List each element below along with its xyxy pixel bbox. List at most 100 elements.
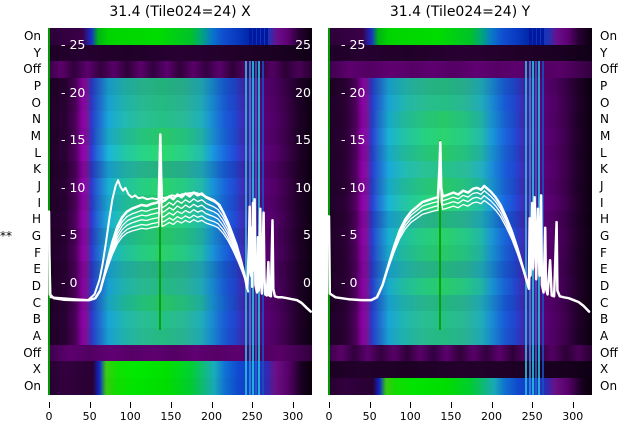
x-tick xyxy=(130,402,132,408)
row-label-on-21: On xyxy=(600,379,618,394)
beam-curves xyxy=(48,133,312,313)
row-label-o-4: O xyxy=(31,95,41,110)
vertical-stripe xyxy=(261,28,265,45)
x-tick xyxy=(532,402,534,408)
y-tick-label-left-10: - 10 xyxy=(341,179,366,195)
vertical-stripe xyxy=(249,28,253,45)
x-tick xyxy=(170,402,172,408)
row-label-k-8: K xyxy=(600,162,608,177)
row-label-on-21: On xyxy=(23,379,41,394)
x-tick-label-200: 200 xyxy=(481,410,503,423)
row-label-h-11: H xyxy=(600,212,610,227)
row-label-c-16: C xyxy=(600,295,609,310)
vertical-stripe xyxy=(541,61,544,395)
row-label-y-1: Y xyxy=(33,45,41,60)
y-tick-label-left-15: - 15 xyxy=(61,132,86,148)
x-axis-left-panel: 0 50 100 150 200 250 300 xyxy=(45,395,312,440)
heatmap-panel-x: - 25 25 - 20 20 - 15 15 - 10 10 - 5 5 - 0 0 xyxy=(48,28,312,395)
row-label-off-19: Off xyxy=(600,345,618,360)
y-tick-label-left-5: - 5 xyxy=(61,227,78,243)
x-tick-label-300: 300 xyxy=(562,410,584,423)
vertical-stripe xyxy=(257,28,261,45)
row-label-c-16: C xyxy=(32,295,41,310)
x-tick xyxy=(450,402,452,408)
row-label-n-5: N xyxy=(32,112,41,127)
row-label-j-9: J xyxy=(37,179,41,194)
beam-curve-main xyxy=(48,133,312,313)
row-label-off-19: Off xyxy=(23,345,41,360)
x-tick-label-0: 0 xyxy=(325,410,333,423)
row-label-a-18: A xyxy=(32,329,41,344)
row-label-d-15: D xyxy=(31,279,41,294)
vertical-stripe xyxy=(255,61,258,395)
vertical-stripe xyxy=(541,28,545,45)
vertical-stripe xyxy=(253,28,257,45)
row-label-l-7: L xyxy=(600,145,607,160)
x-tick-label-150: 150 xyxy=(160,410,182,423)
y-tick-label-left-10: - 10 xyxy=(61,179,86,195)
row-label-i-10: I xyxy=(37,195,41,210)
row-label-i-10: I xyxy=(600,195,604,210)
y-tick-label-right-15: 15 xyxy=(295,132,311,148)
row-label-on-0: On xyxy=(600,29,618,43)
vertical-stripe xyxy=(533,28,537,45)
y-tick-label-left-15: - 15 xyxy=(341,132,366,148)
row-label-off-2: Off xyxy=(600,62,618,77)
x-tick-label-0: 0 xyxy=(45,410,53,423)
x-tick-label-50: 50 xyxy=(362,410,377,423)
row-label-x-20: X xyxy=(600,362,609,377)
y-tick-label-right-10: 10 xyxy=(295,179,311,195)
row-label-on-0: On xyxy=(23,29,41,43)
panel-title-x: 31.4 (Tile024=24) X xyxy=(109,4,251,20)
y-tick-label-right-20: 20 xyxy=(295,84,311,100)
vertical-stripe xyxy=(439,140,442,330)
beam-curve-bundle xyxy=(328,155,590,313)
row-label-m-6: M xyxy=(600,129,611,144)
x-tick xyxy=(369,402,371,408)
row-label-f-13: F xyxy=(34,245,41,260)
row-label-b-17: B xyxy=(32,312,41,327)
y-tick-label-left-5: - 5 xyxy=(341,227,358,243)
y-tick-label-left-0: - 0 xyxy=(61,275,78,290)
x-tick-label-250: 250 xyxy=(241,410,263,423)
x-tick xyxy=(252,402,254,408)
heatmap-row-on xyxy=(48,28,312,45)
x-tick xyxy=(410,402,412,408)
x-tick-label-100: 100 xyxy=(119,410,141,423)
row-label-k-8: K xyxy=(33,162,41,177)
x-tick-label-200: 200 xyxy=(201,410,223,423)
beam-curve-main xyxy=(328,140,591,313)
vertical-stripe xyxy=(159,140,162,330)
x-tick xyxy=(292,402,294,408)
x-tick-label-300: 300 xyxy=(282,410,304,423)
row-label-x-20: X xyxy=(32,362,41,377)
vertical-stripe xyxy=(328,28,330,395)
beam-curve-bundle xyxy=(328,162,590,313)
y-tick-label-left-20: - 20 xyxy=(61,84,86,100)
row-label-j-9: J xyxy=(600,179,604,194)
row-label-b-17: B xyxy=(600,312,609,327)
heatmap-row-y xyxy=(328,44,592,62)
y-tick-label-left-25: - 25 xyxy=(341,37,366,52)
row-label-y-1: Y xyxy=(600,45,608,60)
x-tick-label-250: 250 xyxy=(521,410,543,423)
row-label-d-15: D xyxy=(600,279,610,294)
row-label-e-14: E xyxy=(33,262,41,277)
y-tick-label-left-25: - 25 xyxy=(61,37,86,52)
row-label-g-12: G xyxy=(600,229,610,244)
row-label-a-18: A xyxy=(600,329,609,344)
x-tick-label-150: 150 xyxy=(440,410,462,423)
x-tick xyxy=(49,402,50,408)
row-label-f-13: F xyxy=(600,245,607,260)
row-label-h-11: H xyxy=(31,212,41,227)
y-tick-label-right-0: 0 xyxy=(303,275,311,290)
x-tick xyxy=(329,402,330,408)
panel-title-y: 31.4 (Tile024=24) Y xyxy=(389,4,531,20)
row-label-p-3: P xyxy=(600,79,608,94)
row-label-p-3: P xyxy=(33,79,41,94)
double-asterisk-marker: ** xyxy=(0,229,12,244)
row-label-n-5: N xyxy=(600,112,609,127)
row-label-off-2: Off xyxy=(23,62,41,77)
x-tick-label-50: 50 xyxy=(82,410,97,423)
